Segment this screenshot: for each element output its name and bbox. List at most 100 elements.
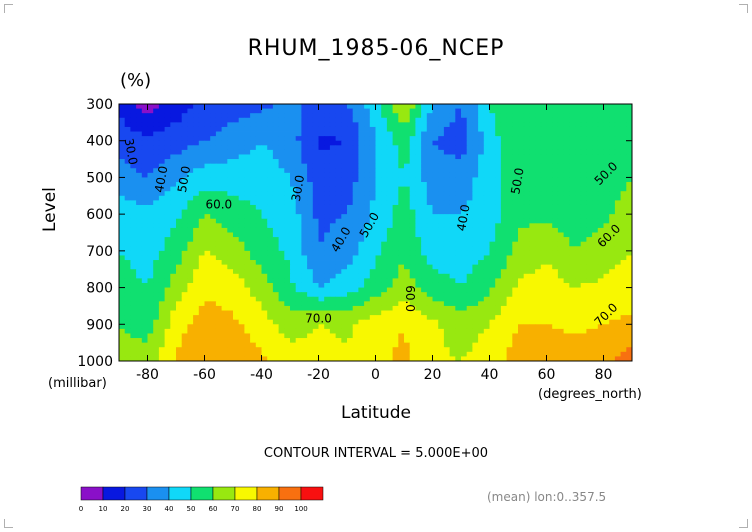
field-cell: [546, 191, 553, 197]
field-cell: [586, 186, 593, 192]
field-cell: [592, 218, 599, 224]
field-cell: [620, 264, 627, 270]
field-cell: [215, 191, 222, 197]
field-cell: [170, 282, 177, 288]
field-cell: [483, 273, 490, 279]
field-cell: [375, 108, 382, 114]
field-cell: [415, 296, 422, 302]
field-cell: [455, 223, 462, 229]
field-cell: [250, 342, 257, 348]
field-cell: [267, 136, 274, 142]
field-cell: [426, 342, 433, 348]
field-cell: [158, 324, 165, 330]
field-cell: [398, 269, 405, 275]
field-cell: [141, 168, 148, 174]
field-cell: [170, 342, 177, 348]
field-cell: [284, 131, 291, 137]
field-cell: [352, 324, 359, 330]
field-cell: [358, 260, 365, 266]
field-cell: [409, 154, 416, 160]
field-cell: [119, 163, 126, 169]
field-cell: [375, 232, 382, 238]
field-cell: [278, 273, 285, 279]
field-cell: [375, 338, 382, 344]
field-cell: [147, 292, 154, 298]
field-cell: [438, 296, 445, 302]
field-cell: [472, 287, 479, 293]
field-cell: [432, 232, 439, 238]
field-cell: [170, 136, 177, 142]
field-cell: [164, 214, 171, 220]
field-cell: [518, 177, 525, 183]
field-cell: [147, 122, 154, 128]
field-cell: [364, 342, 371, 348]
field-cell: [466, 301, 473, 307]
field-cell: [512, 301, 519, 307]
field-cell: [449, 104, 456, 109]
field-cell: [432, 305, 439, 311]
field-cell: [141, 292, 148, 298]
field-cell: [198, 282, 205, 288]
field-cell: [375, 351, 382, 357]
field-cell: [580, 163, 587, 169]
field-cell: [267, 200, 274, 206]
field-cell: [153, 214, 160, 220]
field-cell: [170, 241, 177, 247]
field-cell: [483, 131, 490, 137]
field-cell: [153, 232, 160, 238]
field-cell: [512, 269, 519, 275]
field-cell: [141, 301, 148, 307]
field-cell: [187, 301, 194, 307]
field-cell: [466, 104, 473, 109]
field-cell: [244, 186, 251, 192]
field-cell: [261, 191, 268, 197]
field-cell: [432, 324, 439, 330]
field-cell: [552, 117, 559, 123]
field-cell: [620, 232, 627, 238]
field-cell: [341, 209, 348, 215]
field-cell: [215, 241, 222, 247]
field-cell: [478, 214, 485, 220]
field-cell: [141, 250, 148, 256]
field-cell: [221, 163, 228, 169]
field-cell: [352, 126, 359, 132]
field-cell: [586, 126, 593, 132]
field-cell: [193, 282, 200, 288]
field-cell: [130, 232, 137, 238]
field-cell: [238, 241, 245, 247]
field-cell: [409, 186, 416, 192]
field-cell: [181, 113, 188, 119]
field-cell: [586, 250, 593, 256]
field-cell: [153, 149, 160, 155]
field-cell: [552, 310, 559, 316]
field-cell: [261, 204, 268, 210]
field-cell: [295, 333, 302, 339]
field-cell: [210, 351, 217, 357]
field-cell: [238, 214, 245, 220]
field-cell: [404, 338, 411, 344]
field-cell: [432, 191, 439, 197]
field-cell: [375, 131, 382, 137]
field-cell: [466, 209, 473, 215]
field-cell: [535, 126, 542, 132]
field-cell: [284, 333, 291, 339]
field-cell: [233, 218, 240, 224]
field-cell: [284, 104, 291, 109]
field-cell: [449, 278, 456, 284]
field-cell: [193, 310, 200, 316]
field-cell: [369, 319, 376, 325]
field-cell: [398, 154, 405, 160]
field-cell: [443, 168, 450, 174]
field-cell: [472, 296, 479, 302]
field-cell: [221, 315, 228, 321]
field-cell: [158, 356, 165, 362]
field-cell: [540, 172, 547, 178]
field-cell: [449, 218, 456, 224]
field-cell: [158, 136, 165, 142]
field-cell: [341, 195, 348, 201]
field-cell: [244, 287, 251, 293]
field-cell: [284, 246, 291, 252]
field-cell: [335, 338, 342, 344]
field-cell: [318, 149, 325, 155]
field-cell: [221, 301, 228, 307]
